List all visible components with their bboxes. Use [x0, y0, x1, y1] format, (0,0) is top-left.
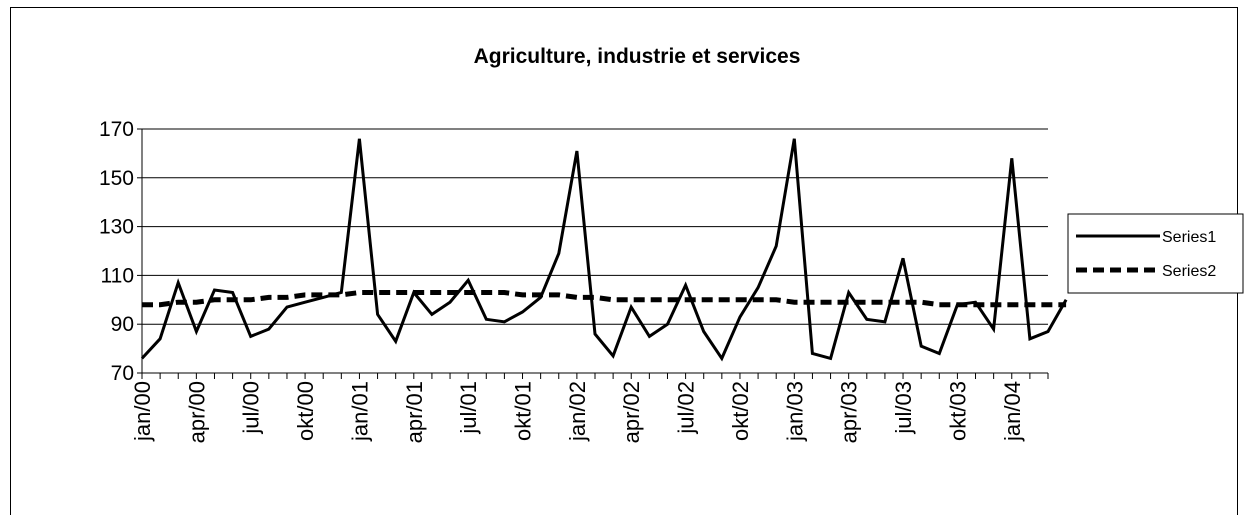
x-tick-label: okt/02 — [728, 381, 753, 441]
series-lines — [140, 138, 1068, 362]
legend-label: Series2 — [1162, 263, 1216, 280]
x-tick-label: apr/03 — [837, 381, 862, 443]
x-tick-label: jan/04 — [1000, 381, 1025, 442]
x-tick-label: jan/03 — [782, 381, 807, 442]
x-tick-label: jul/00 — [239, 381, 264, 435]
x-tick-label: apr/00 — [184, 381, 209, 443]
y-tick-label: 150 — [99, 167, 134, 190]
x-tick-label: jan/02 — [565, 381, 590, 442]
axes — [141, 129, 1048, 374]
y-tick-label: 70 — [111, 362, 134, 385]
series-line-series2 — [142, 290, 1067, 308]
x-tick-label: jan/00 — [130, 381, 155, 442]
x-tick-label: okt/01 — [511, 381, 536, 441]
x-tick-label: jul/03 — [891, 381, 916, 435]
x-tick-label: okt/00 — [293, 381, 318, 441]
x-tick-label: jul/02 — [674, 381, 699, 435]
series-line-series1 — [140, 138, 1068, 362]
x-tick-label: okt/03 — [945, 381, 970, 441]
x-tick-label: apr/01 — [402, 381, 427, 443]
y-tick-label: 130 — [99, 216, 134, 239]
gridlines — [142, 128, 1048, 325]
legend: Series1 Series2 — [1067, 213, 1244, 294]
y-axis-ticks: 70 90 110 130 150 170 — [99, 118, 142, 385]
x-tick-label: jan/01 — [347, 381, 372, 442]
x-tick-label: apr/02 — [619, 381, 644, 443]
y-tick-label: 170 — [99, 118, 134, 141]
legend-label: Series1 — [1162, 229, 1216, 246]
y-tick-label: 90 — [111, 313, 134, 336]
chart-title: Agriculture, industrie et services — [474, 45, 801, 68]
legend-box — [1067, 213, 1244, 294]
y-tick-label: 110 — [101, 264, 134, 287]
x-axis-ticks: jan/00 apr/00 jul/00 okt/00 jan/01 apr/01 jul/… — [130, 373, 1049, 443]
x-tick-label: jul/01 — [456, 381, 481, 435]
